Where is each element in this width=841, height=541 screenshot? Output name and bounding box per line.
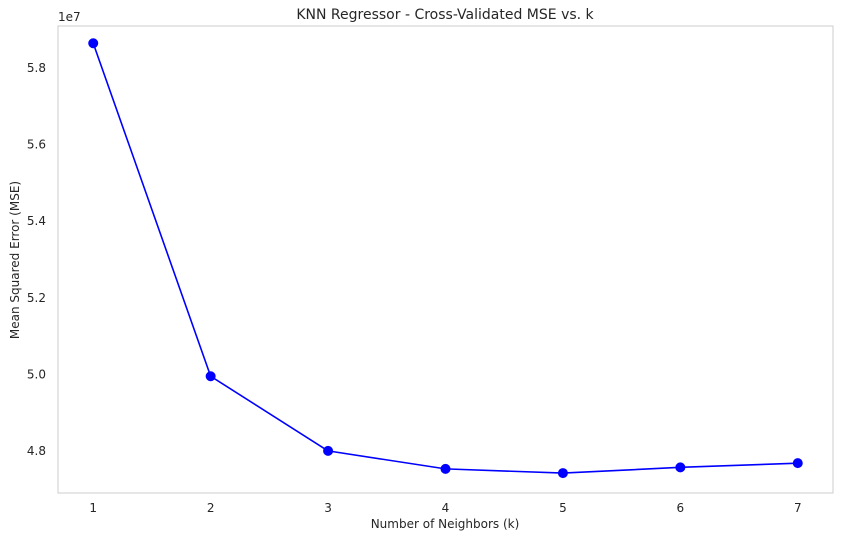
x-axis-ticks: 1 2 3 4 5 6 7 bbox=[89, 501, 801, 515]
plot-area-frame bbox=[57, 25, 834, 494]
y-axis-label: Mean Squared Error (MSE) bbox=[8, 181, 22, 339]
data-point bbox=[557, 468, 568, 479]
y-tick-label: 4.8 bbox=[27, 444, 46, 458]
x-tick-label: 1 bbox=[89, 501, 97, 515]
data-point bbox=[205, 371, 216, 382]
x-axis-label: Number of Neighbors (k) bbox=[371, 517, 520, 531]
y-axis-offset-label: 1e7 bbox=[58, 10, 81, 24]
data-point bbox=[440, 463, 451, 474]
data-point bbox=[88, 38, 99, 49]
x-tick-label: 4 bbox=[442, 501, 450, 515]
x-tick-label: 6 bbox=[677, 501, 685, 515]
x-tick-label: 7 bbox=[794, 501, 802, 515]
x-tick-label: 5 bbox=[559, 501, 567, 515]
y-tick-label: 5.2 bbox=[27, 291, 46, 305]
data-point bbox=[675, 462, 686, 473]
data-point bbox=[792, 458, 803, 469]
y-tick-label: 5.0 bbox=[27, 367, 46, 381]
x-tick-label: 3 bbox=[324, 501, 332, 515]
x-tick-label: 2 bbox=[207, 501, 215, 515]
y-tick-label: 5.4 bbox=[27, 214, 46, 228]
y-tick-label: 5.6 bbox=[27, 138, 46, 152]
chart-title: KNN Regressor - Cross-Validated MSE vs. … bbox=[296, 7, 594, 23]
data-point bbox=[323, 445, 334, 456]
y-tick-label: 5.8 bbox=[27, 61, 46, 75]
y-axis-ticks: 4.8 5.0 5.2 5.4 5.6 5.8 bbox=[27, 61, 46, 458]
series-group bbox=[88, 38, 803, 479]
